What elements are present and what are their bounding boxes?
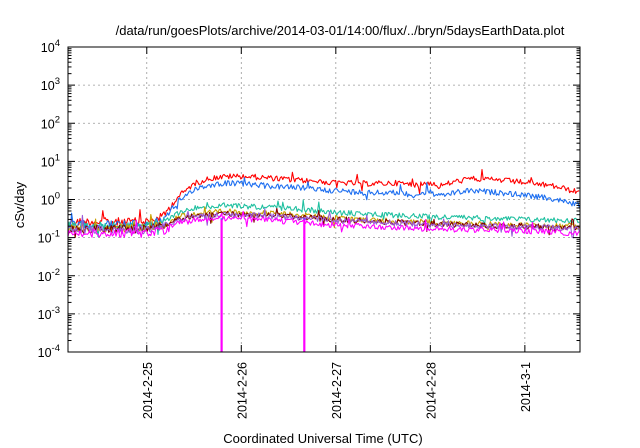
x-tick-label: 2014-3-1 [519, 362, 533, 412]
y-axis-label: cSv/day [12, 181, 27, 228]
x-tick-label: 2014-2-27 [330, 362, 344, 419]
y-tick-label: 100 [41, 191, 60, 208]
chart-title: /data/run/goesPlots/archive/2014-03-01/1… [116, 23, 565, 38]
y-tick-label: 103 [41, 76, 60, 93]
y-tick-label: 102 [41, 114, 60, 131]
axis-ticks [68, 46, 580, 353]
y-tick-label: 10-4 [38, 343, 60, 360]
x-tick-labels: 2014-2-25 2014-2-26 2014-2-27 2014-2-28 2014… [141, 362, 533, 419]
series-line-7 [67, 210, 580, 238]
x-tick-label: 2014-2-28 [424, 362, 438, 419]
series-line-2 [67, 177, 580, 230]
x-axis-label: Coordinated Universal Time (UTC) [223, 431, 422, 446]
x-tick-label: 2014-2-25 [141, 362, 155, 419]
grid-lines [68, 47, 580, 352]
y-tick-label: 10-1 [38, 229, 60, 246]
series-line-1 [67, 169, 580, 235]
data-series [67, 169, 580, 352]
series-line-6 [67, 208, 580, 239]
y-tick-label: 10-2 [38, 267, 60, 284]
y-tick-label: 10-3 [38, 305, 60, 322]
x-tick-label: 2014-2-26 [235, 362, 249, 419]
y-tick-labels: 10-4 10-3 10-2 10-1 100 101 102 103 104 [38, 38, 60, 360]
y-tick-label: 104 [41, 38, 60, 55]
y-tick-label: 101 [41, 152, 60, 169]
